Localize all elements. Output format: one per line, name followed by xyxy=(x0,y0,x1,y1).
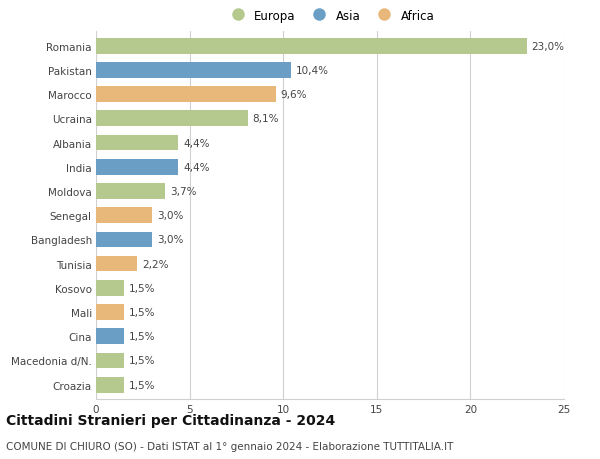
Text: 1,5%: 1,5% xyxy=(129,331,155,341)
Bar xyxy=(96,304,124,320)
Text: COMUNE DI CHIURO (SO) - Dati ISTAT al 1° gennaio 2024 - Elaborazione TUTTITALIA.: COMUNE DI CHIURO (SO) - Dati ISTAT al 1°… xyxy=(6,441,454,451)
Text: 1,5%: 1,5% xyxy=(129,308,155,317)
Bar xyxy=(96,232,152,248)
Text: 8,1%: 8,1% xyxy=(253,114,279,124)
Bar xyxy=(96,208,152,224)
Text: 10,4%: 10,4% xyxy=(295,66,328,76)
Bar xyxy=(96,135,178,151)
Bar xyxy=(96,280,124,296)
Text: Cittadini Stranieri per Cittadinanza - 2024: Cittadini Stranieri per Cittadinanza - 2… xyxy=(6,413,335,427)
Text: 23,0%: 23,0% xyxy=(531,42,564,51)
Text: 4,4%: 4,4% xyxy=(183,138,209,148)
Text: 9,6%: 9,6% xyxy=(280,90,307,100)
Legend: Europa, Asia, Africa: Europa, Asia, Africa xyxy=(226,10,434,22)
Text: 1,5%: 1,5% xyxy=(129,380,155,390)
Bar xyxy=(96,111,248,127)
Bar xyxy=(96,184,165,199)
Text: 3,0%: 3,0% xyxy=(157,235,183,245)
Bar xyxy=(96,63,290,78)
Bar xyxy=(96,87,276,103)
Text: 1,5%: 1,5% xyxy=(129,283,155,293)
Bar xyxy=(96,160,178,175)
Text: 3,0%: 3,0% xyxy=(157,211,183,221)
Bar xyxy=(96,39,527,55)
Bar xyxy=(96,377,124,393)
Bar xyxy=(96,329,124,344)
Bar xyxy=(96,353,124,369)
Text: 2,2%: 2,2% xyxy=(142,259,169,269)
Text: 4,4%: 4,4% xyxy=(183,162,209,173)
Text: 1,5%: 1,5% xyxy=(129,356,155,366)
Bar xyxy=(96,256,137,272)
Text: 3,7%: 3,7% xyxy=(170,186,196,196)
